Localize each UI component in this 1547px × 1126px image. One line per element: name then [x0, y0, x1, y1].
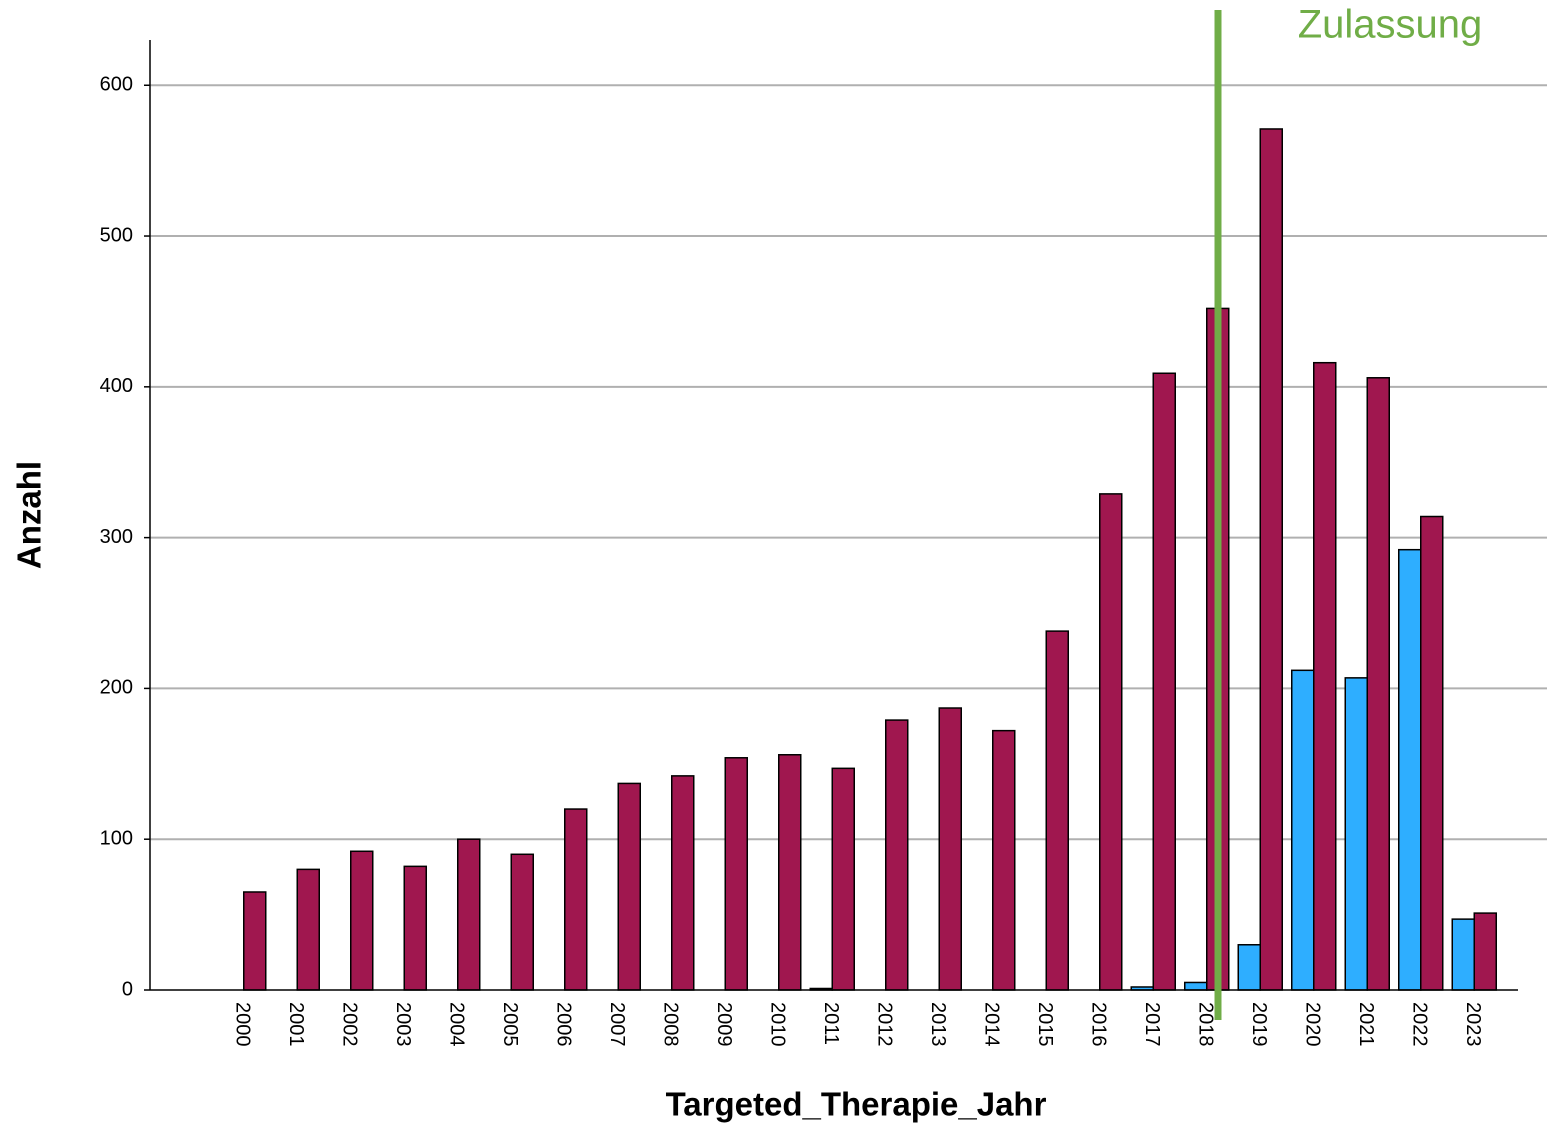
y-tick-label: 400	[100, 375, 133, 397]
bar	[1259, 128, 1283, 991]
x-tick-label: 2009	[713, 1002, 735, 1047]
bar	[1045, 630, 1069, 991]
bar	[1184, 981, 1208, 991]
bar	[350, 850, 374, 991]
x-tick-label: 2022	[1408, 1002, 1430, 1047]
bar	[938, 707, 962, 991]
bar	[1237, 944, 1261, 991]
x-tick-label: 2018	[1194, 1002, 1216, 1047]
y-tick-label: 300	[100, 526, 133, 548]
y-tick-label: 0	[122, 978, 133, 1000]
x-tick-label: 2006	[552, 1002, 574, 1047]
bar	[296, 868, 320, 991]
bar	[617, 782, 641, 991]
bar	[1420, 515, 1444, 991]
x-tick-label: 2004	[445, 1002, 467, 1047]
bar	[1313, 361, 1337, 991]
x-tick-label: 2021	[1355, 1002, 1377, 1047]
x-tick-label: 2002	[338, 1002, 360, 1047]
bar	[992, 729, 1016, 991]
x-tick-label: 2011	[820, 1002, 842, 1045]
x-tick-label: 2014	[980, 1002, 1002, 1047]
x-tick-label: 2013	[927, 1002, 949, 1047]
x-tick-label: 2020	[1301, 1002, 1323, 1047]
x-tick-label: 2000	[231, 1002, 253, 1047]
x-tick-label: 2015	[1034, 1002, 1056, 1047]
bar	[1344, 677, 1368, 991]
bar	[1451, 918, 1475, 991]
y-axis-title: Anzahl	[11, 461, 48, 569]
bar	[510, 853, 534, 991]
x-tick-label: 2019	[1248, 1002, 1270, 1047]
x-tick-label: 2005	[499, 1002, 521, 1047]
bar	[1152, 372, 1176, 991]
y-tick-label: 500	[100, 224, 133, 246]
bar	[724, 757, 748, 991]
bar	[1099, 493, 1123, 991]
bar	[1366, 377, 1390, 991]
bar	[243, 891, 267, 991]
bar	[457, 838, 481, 991]
bar	[403, 865, 427, 991]
x-tick-label: 2012	[873, 1002, 895, 1047]
bar	[564, 808, 588, 991]
bar	[1473, 912, 1497, 991]
bar	[1398, 548, 1422, 991]
y-tick-label: 100	[100, 827, 133, 849]
x-tick-label: 2016	[1087, 1002, 1109, 1047]
x-tick-label: 2001	[285, 1002, 307, 1047]
bar	[885, 719, 909, 991]
x-axis-title: Targeted_Therapie_Jahr	[666, 1086, 1047, 1123]
x-tick-label: 2003	[392, 1002, 414, 1047]
bar	[778, 754, 802, 991]
annotation: Zulassung	[1298, 3, 1483, 47]
bar	[671, 775, 695, 991]
x-tick-label: 2008	[659, 1002, 681, 1047]
bar	[1291, 669, 1315, 991]
bar	[831, 767, 855, 991]
y-tick-label: 600	[100, 74, 133, 96]
x-tick-label: 2010	[766, 1002, 788, 1047]
x-tick-label: 2023	[1462, 1002, 1484, 1047]
x-tick-label: 2017	[1141, 1002, 1163, 1047]
y-tick-label: 200	[100, 677, 133, 699]
x-tick-label: 2007	[606, 1002, 628, 1047]
